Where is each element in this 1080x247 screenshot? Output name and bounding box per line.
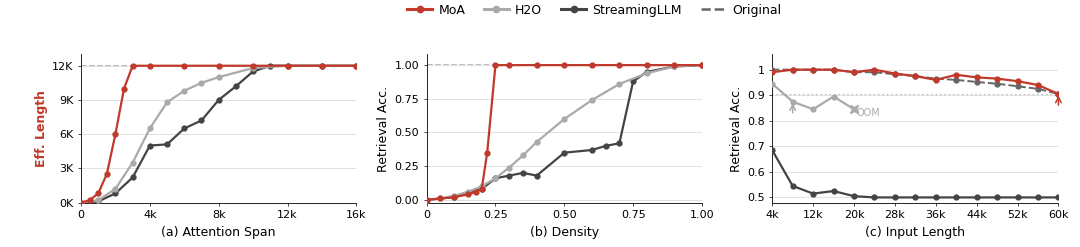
- Y-axis label: Retrieval Acc.: Retrieval Acc.: [730, 85, 743, 171]
- Legend: MoA, H2O, StreamingLLM, Original: MoA, H2O, StreamingLLM, Original: [405, 1, 783, 19]
- Y-axis label: Eff. Length: Eff. Length: [35, 90, 48, 167]
- Text: OOM: OOM: [856, 108, 880, 118]
- X-axis label: (c) Input Length: (c) Input Length: [865, 226, 966, 239]
- X-axis label: (a) Attention Span: (a) Attention Span: [161, 226, 276, 239]
- X-axis label: (b) Density: (b) Density: [529, 226, 599, 239]
- Y-axis label: Retrieval Acc.: Retrieval Acc.: [377, 85, 390, 171]
